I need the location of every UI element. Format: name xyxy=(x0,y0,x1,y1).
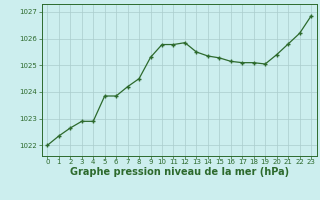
X-axis label: Graphe pression niveau de la mer (hPa): Graphe pression niveau de la mer (hPa) xyxy=(70,167,289,177)
